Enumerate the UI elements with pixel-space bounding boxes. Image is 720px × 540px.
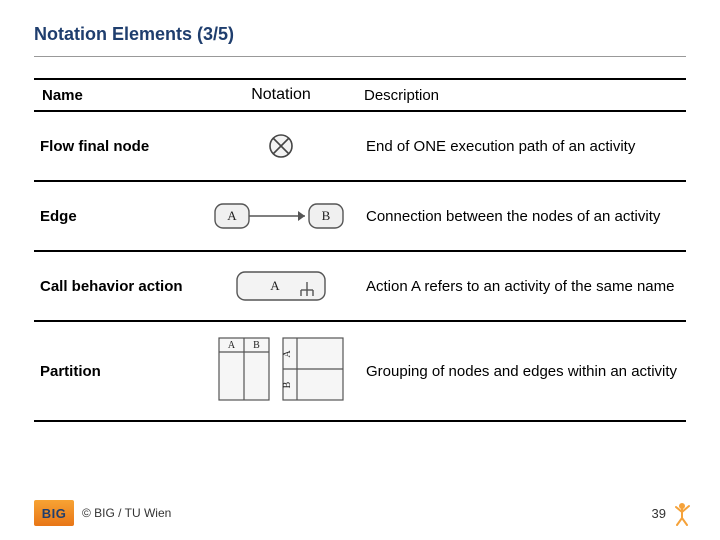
cell-notation: A B (206, 182, 356, 250)
partition-icon: A B A B (213, 332, 349, 410)
svg-text:A: A (282, 350, 293, 358)
big-logo: BIG (34, 500, 74, 526)
page-number: 39 (652, 506, 666, 521)
table-row: Edge A B Connection between the nodes of… (34, 182, 686, 252)
col-header-desc: Description (356, 80, 686, 110)
svg-text:B: B (282, 381, 293, 388)
flow-final-node-icon (266, 131, 296, 161)
cell-desc: End of ONE execution path of an activity (356, 112, 686, 180)
svg-text:A: A (270, 278, 280, 293)
cell-name: Call behavior action (34, 252, 206, 320)
svg-text:A: A (227, 208, 237, 223)
cell-name: Edge (34, 182, 206, 250)
title-underline (34, 56, 686, 57)
cell-notation: A (206, 252, 356, 320)
cell-name: Partition (34, 322, 206, 420)
table-header-row: Name Notation Description (34, 78, 686, 112)
cell-name: Flow final node (34, 112, 206, 180)
table-row: Flow final node End of ONE execution pat… (34, 112, 686, 182)
svg-text:B: B (253, 340, 260, 351)
footer: BIG © BIG / TU Wien 39 (34, 500, 692, 526)
notation-table: Name Notation Description Flow final nod… (34, 78, 686, 422)
table-row: Partition A B A B (34, 322, 686, 422)
call-behavior-action-icon: A (231, 266, 331, 306)
col-header-name: Name (34, 80, 206, 110)
cell-desc: Connection between the nodes of an activ… (356, 182, 686, 250)
svg-text:A: A (228, 340, 236, 351)
footer-left: BIG © BIG / TU Wien (34, 500, 171, 526)
cell-notation (206, 112, 356, 180)
copyright: © BIG / TU Wien (82, 506, 171, 520)
edge-icon: A B (213, 198, 349, 234)
table-row: Call behavior action A Action A refers t… (34, 252, 686, 322)
svg-text:B: B (322, 208, 331, 223)
cell-desc: Action A refers to an activity of the sa… (356, 252, 686, 320)
col-header-notation: Notation (206, 80, 356, 110)
slide-title: Notation Elements (3/5) (34, 24, 234, 45)
cell-desc: Grouping of nodes and edges within an ac… (356, 322, 686, 420)
person-icon (672, 500, 692, 526)
cell-notation: A B A B (206, 322, 356, 420)
